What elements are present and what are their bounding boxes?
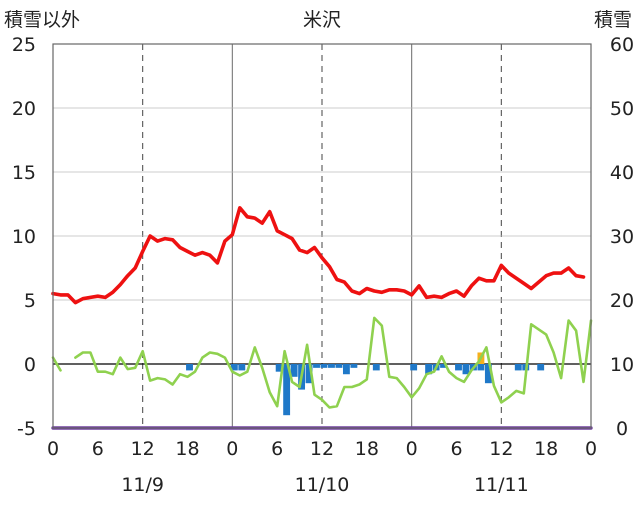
precip-bar <box>514 364 522 371</box>
precip-bar <box>328 364 335 368</box>
right-tick-label: 30 <box>610 226 634 248</box>
precip-bar <box>537 364 545 371</box>
precip-bar <box>342 364 350 375</box>
left-tick-label: 25 <box>12 34 36 56</box>
x-tick-label: 6 <box>271 438 283 460</box>
precip-bar <box>186 364 193 371</box>
left-tick-label: 5 <box>24 290 36 312</box>
left-tick-label: 10 <box>12 226 36 248</box>
x-tick-label: 0 <box>406 438 418 460</box>
x-tick-label: 6 <box>92 438 104 460</box>
x-tick-label: 0 <box>226 438 238 460</box>
precip-bar <box>455 364 462 371</box>
x-tick-label: 18 <box>355 438 379 460</box>
precip-bar <box>477 364 485 371</box>
left-tick-label: -5 <box>17 418 36 440</box>
x-axis-ticks: 0 6 12 18 0 6 12 18 0 6 12 18 0 <box>47 438 597 460</box>
x-axis-date-labels: 11/9 11/10 11/11 <box>121 474 528 496</box>
right-tick-label: 60 <box>610 34 634 56</box>
precip-bar <box>290 364 298 377</box>
precip-bar <box>320 364 328 368</box>
right-axis-title: 積雪 <box>594 9 632 31</box>
right-tick-label: 10 <box>610 354 634 376</box>
x-tick-label: 18 <box>534 438 558 460</box>
right-tick-label: 20 <box>610 290 634 312</box>
plot-frame <box>52 43 592 429</box>
precip-bar <box>440 364 447 368</box>
precip-bar <box>410 364 418 371</box>
date-label: 11/9 <box>121 474 164 496</box>
precip-bar <box>283 364 291 416</box>
precip-bar <box>238 364 246 371</box>
precip-bar <box>275 364 283 372</box>
left-axis-ticks: 25 20 15 10 5 0 -5 <box>12 34 36 440</box>
x-tick-label: 12 <box>131 438 155 460</box>
date-label: 11/11 <box>474 474 529 496</box>
precip-bar <box>425 364 433 375</box>
x-tick-label: 6 <box>450 438 462 460</box>
dewpoint-line <box>51 356 62 372</box>
right-tick-label: 40 <box>610 162 634 184</box>
dewpoint-line <box>74 316 593 409</box>
precip-bar <box>305 364 313 384</box>
precip-bar <box>313 364 320 368</box>
chart-title: 米沢 <box>303 9 341 31</box>
precip-bar <box>462 364 470 375</box>
right-axis-ticks: 60 50 40 30 20 10 0 <box>610 34 634 440</box>
left-tick-label: 0 <box>24 354 36 376</box>
x-tick-label: 12 <box>310 438 334 460</box>
left-tick-label: 20 <box>12 98 36 120</box>
date-label: 11/10 <box>295 474 350 496</box>
left-tick-label: 15 <box>12 162 36 184</box>
precip-bar <box>484 364 492 384</box>
left-axis-title: 積雪以外 <box>4 9 80 31</box>
temperature-line <box>51 206 586 305</box>
x-tick-label: 18 <box>175 438 199 460</box>
right-tick-label: 0 <box>616 418 628 440</box>
right-tick-label: 50 <box>610 98 634 120</box>
x-tick-label: 0 <box>585 438 597 460</box>
precip-bar <box>372 364 380 371</box>
x-tick-label: 12 <box>489 438 513 460</box>
x-tick-label: 0 <box>47 438 59 460</box>
precip-bar <box>230 364 238 371</box>
precip-bar <box>335 364 343 368</box>
precip-bar <box>350 364 358 368</box>
